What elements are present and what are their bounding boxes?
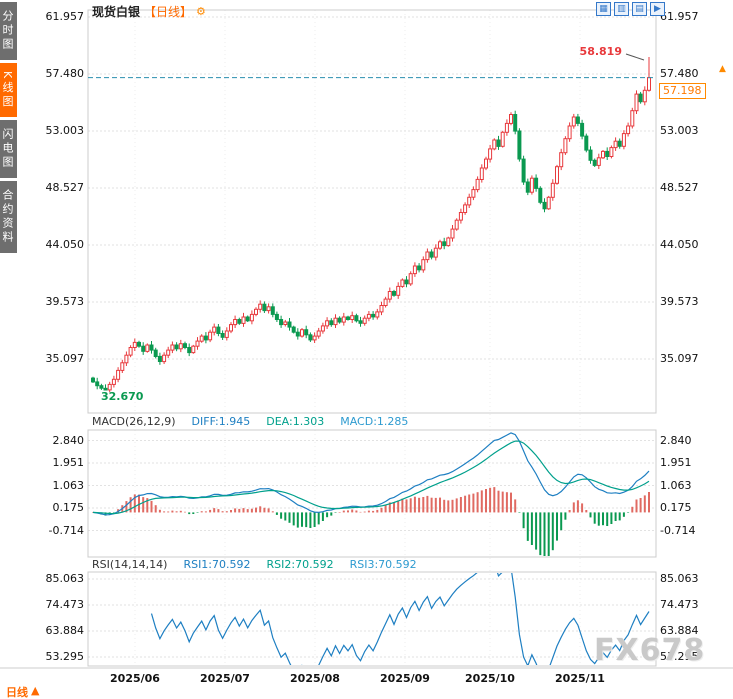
expand-chart-icon[interactable]: ▶: [650, 2, 665, 16]
line-chart-icon[interactable]: ▤: [632, 2, 647, 16]
sidebar: 分时图 K线图闪电图合约资料: [0, 2, 17, 254]
watermark: FX678: [594, 633, 706, 668]
last-price-tag: 57.198: [659, 83, 706, 99]
rsi3-value: RSI3:70.592: [349, 558, 417, 571]
period-tab-daily[interactable]: 日线 ▲: [6, 684, 39, 699]
sidebar-item-kline-chart[interactable]: K线图: [0, 63, 17, 118]
low-annotation: 32.670: [101, 390, 144, 403]
gear-icon[interactable]: ⚙: [196, 5, 206, 18]
grid-layout-icon[interactable]: ▦: [596, 2, 611, 16]
macd-header: MACD(26,12,9) DIFF:1.945 DEA:1.303 MACD:…: [92, 415, 408, 428]
candle-chart-icon[interactable]: ▥: [614, 2, 629, 16]
sidebar-item-contract-info[interactable]: 合约资料: [0, 181, 17, 254]
period-tab-label: 日线: [6, 686, 28, 699]
macd-macd-value: MACD:1.285: [340, 415, 409, 428]
macd-dea-value: DEA:1.303: [266, 415, 325, 428]
rsi1-value: RSI1:70.592: [183, 558, 251, 571]
instrument-title: 现货白银: [92, 5, 141, 19]
chart-toolbar: ▦ ▥ ▤ ▶: [596, 2, 665, 16]
high-annotation: 58.819: [579, 45, 622, 58]
rsi-header: RSI(14,14,14) RSI1:70.592 RSI2:70.592 RS…: [92, 558, 417, 571]
price-up-arrow-icon: ▲: [719, 64, 726, 74]
sidebar-item-time-chart[interactable]: 分时图: [0, 2, 17, 60]
sidebar-item-flash-chart[interactable]: 闪电图: [0, 120, 17, 179]
macd-label: MACD(26,12,9): [92, 415, 176, 428]
macd-diff-value: DIFF:1.945: [191, 415, 251, 428]
period-badge[interactable]: 【日线】: [144, 5, 193, 19]
caret-up-icon: ▲: [31, 684, 40, 697]
chart-header: 现货白银 【日线】 ⚙: [92, 3, 206, 20]
rsi-label: RSI(14,14,14): [92, 558, 168, 571]
rsi2-value: RSI2:70.592: [266, 558, 334, 571]
